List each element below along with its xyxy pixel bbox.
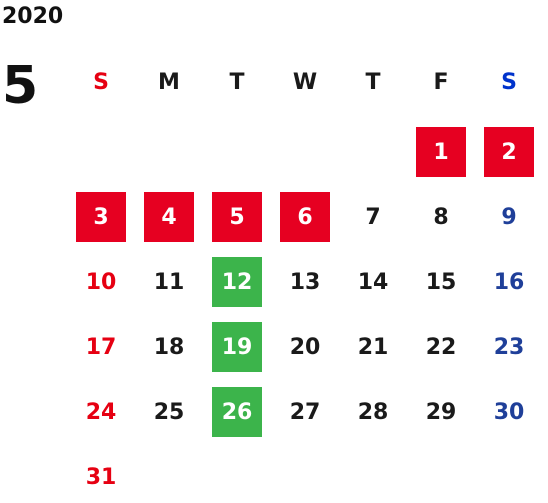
- calendar-day-number: 22: [425, 334, 457, 360]
- calendar-day: 2: [475, 122, 543, 182]
- calendar-day: 22: [407, 317, 475, 377]
- calendar-day: 13: [271, 252, 339, 312]
- calendar-day-number: 23: [493, 334, 525, 360]
- calendar-day-number: 27: [289, 399, 321, 425]
- calendar-day-number: 6: [280, 192, 330, 242]
- calendar-day-number: 18: [153, 334, 185, 360]
- weekday-monday: M: [158, 69, 180, 95]
- calendar-day: 1: [407, 122, 475, 182]
- calendar-day-number: 17: [85, 334, 117, 360]
- calendar-day: 31: [67, 447, 135, 503]
- calendar-day: 19: [203, 317, 271, 377]
- calendar-day-number: 9: [501, 204, 517, 230]
- calendar-day: 4: [135, 187, 203, 247]
- calendar-day: 7: [339, 187, 407, 247]
- calendar-day: 30: [475, 382, 543, 442]
- calendar-week-6: 31: [67, 447, 543, 503]
- calendar-day: 20: [271, 317, 339, 377]
- calendar-day: 16: [475, 252, 543, 312]
- calendar-day-number: 20: [289, 334, 321, 360]
- calendar-day-number: 19: [212, 322, 262, 372]
- calendar-day-number: 14: [357, 269, 389, 295]
- calendar-day-number: 21: [357, 334, 389, 360]
- calendar-day: 28: [339, 382, 407, 442]
- calendar-day-number: 2: [484, 127, 534, 177]
- calendar-day-number: 7: [365, 204, 381, 230]
- calendar-day: 6: [271, 187, 339, 247]
- calendar-day-number: 28: [357, 399, 389, 425]
- calendar-day-number: 26: [212, 387, 262, 437]
- calendar-day: 8: [407, 187, 475, 247]
- calendar-day: 26: [203, 382, 271, 442]
- calendar-day-number: 11: [153, 269, 185, 295]
- calendar-day-number: 13: [289, 269, 321, 295]
- calendar-day-number: 29: [425, 399, 457, 425]
- calendar-day-number: 15: [425, 269, 457, 295]
- year-label: 2020: [2, 4, 64, 29]
- calendar-week-3: 10 11 12 13 14 15 16: [67, 252, 543, 312]
- calendar-day: 9: [475, 187, 543, 247]
- weekday-sunday: S: [93, 69, 109, 95]
- weekday-wednesday: W: [292, 69, 318, 95]
- calendar-day: 29: [407, 382, 475, 442]
- calendar-day-number: 3: [76, 192, 126, 242]
- calendar-day: 15: [407, 252, 475, 312]
- calendar-day-number: 30: [493, 399, 525, 425]
- calendar-day-number: 31: [85, 464, 117, 490]
- calendar-day: 3: [67, 187, 135, 247]
- calendar-day-number: 4: [144, 192, 194, 242]
- calendar-day: 21: [339, 317, 407, 377]
- calendar-day-number: 1: [416, 127, 466, 177]
- weekday-saturday: S: [501, 69, 517, 95]
- calendar-day: 17: [67, 317, 135, 377]
- month-number: 5: [2, 56, 39, 116]
- calendar-day: 14: [339, 252, 407, 312]
- calendar-day-number: 24: [85, 399, 117, 425]
- calendar-day: 27: [271, 382, 339, 442]
- calendar-day: 24: [67, 382, 135, 442]
- weekday-tuesday: T: [229, 69, 245, 95]
- calendar-day-number: 5: [212, 192, 262, 242]
- weekday-thursday: T: [365, 69, 381, 95]
- calendar-week-4: 17 18 19 20 21 22 23: [67, 317, 543, 377]
- calendar-day: 10: [67, 252, 135, 312]
- calendar-day: 5: [203, 187, 271, 247]
- calendar-day: 11: [135, 252, 203, 312]
- calendar-day-number: 10: [85, 269, 117, 295]
- calendar-day: 23: [475, 317, 543, 377]
- calendar-day-number: 25: [153, 399, 185, 425]
- calendar-day-number: 16: [493, 269, 525, 295]
- calendar-week-5: 24 25 26 27 28 29 30: [67, 382, 543, 442]
- calendar-day: 25: [135, 382, 203, 442]
- calendar-day: 18: [135, 317, 203, 377]
- weekday-header: S M T W T F S: [67, 52, 543, 112]
- calendar-day-number: 8: [433, 204, 449, 230]
- calendar-day: 12: [203, 252, 271, 312]
- weekday-friday: F: [433, 69, 449, 95]
- calendar-day-number: 12: [212, 257, 262, 307]
